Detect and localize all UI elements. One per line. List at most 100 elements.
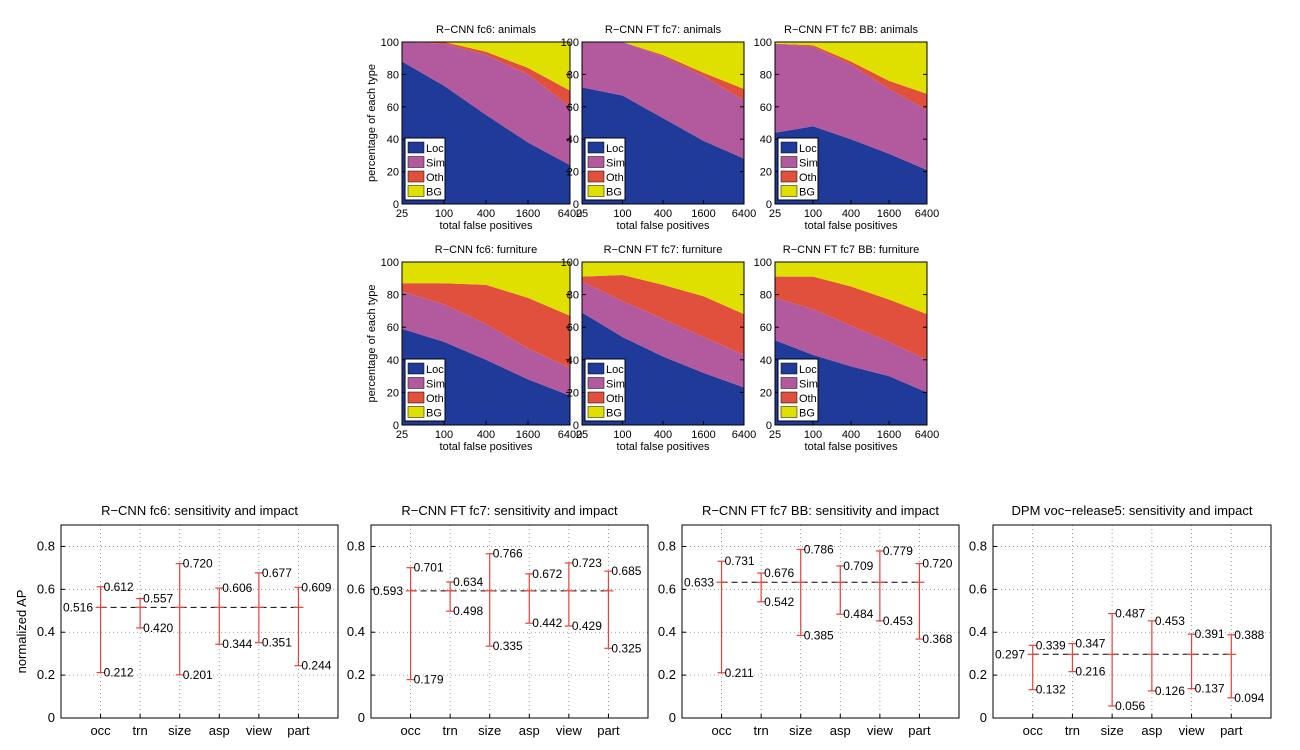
high-value-label: 0.731: [725, 554, 755, 568]
y-tick-label: 80: [760, 69, 772, 81]
area-chart-5: R−CNN FT fc7 BB: furniture 0 20 40 60 80 100 25…: [754, 244, 940, 453]
y-tick-label: 0.8: [37, 538, 55, 553]
legend-swatch: [407, 406, 425, 418]
legend-entry: Loc: [426, 143, 444, 155]
x-tick-label: size: [789, 723, 812, 738]
legend: Loc Sim Oth BG: [777, 358, 819, 422]
legend-entry: Loc: [799, 364, 817, 376]
high-value-label: 0.701: [414, 561, 444, 575]
legend-swatch: [587, 377, 605, 389]
low-value-label: 0.344: [222, 637, 252, 651]
legend-entry: Loc: [606, 364, 624, 376]
x-tick-label: 25: [769, 429, 781, 441]
low-value-label: 0.126: [1155, 684, 1185, 698]
legend-swatch: [780, 377, 798, 389]
legend-entry: Sim: [606, 158, 625, 170]
high-value-label: 0.723: [572, 556, 602, 570]
error-bar-part: 0.685 0.325: [603, 564, 642, 655]
high-value-label: 0.612: [104, 580, 134, 594]
x-tick-label: trn: [754, 723, 769, 738]
area-series-bg: [582, 42, 744, 89]
low-value-label: 0.498: [453, 604, 483, 618]
y-tick-label: 0: [393, 199, 399, 211]
x-tick-label: 25: [396, 429, 408, 441]
legend-swatch: [780, 156, 798, 168]
y-tick-label: 80: [387, 290, 399, 302]
y-tick-label: 0.4: [37, 624, 55, 639]
area-chart-1: R−CNN FT fc7: animals 0 20 40 60 80 100 25 100 40…: [561, 24, 757, 232]
x-tick-label: size: [478, 723, 501, 738]
area-series-bg: [775, 42, 927, 94]
x-tick-label: trn: [1065, 723, 1080, 738]
y-tick-label: 80: [387, 69, 399, 81]
error-bar-size: 0.720 0.201: [174, 557, 213, 682]
x-tick-label: 400: [842, 208, 860, 220]
x-tick-label: 25: [396, 208, 408, 220]
legend-swatch: [587, 156, 605, 168]
chart-title: DPM voc−release5: sensitivity and impact: [1012, 503, 1253, 518]
area-series-oth: [582, 275, 744, 355]
high-value-label: 0.453: [1155, 614, 1185, 628]
y-tick-label: 80: [567, 69, 579, 81]
x-tick-label: 6400: [732, 208, 756, 220]
legend-swatch: [780, 391, 798, 404]
y-tick-label: 0.4: [969, 624, 987, 639]
legend: Loc Sim Oth BG: [404, 358, 446, 422]
error-bar-occ: 0.339 0.132: [1027, 638, 1066, 697]
area-series-bg: [402, 42, 570, 91]
legend-swatch: [587, 391, 605, 404]
legend-entry: BG: [606, 408, 622, 420]
y-tick-label: 0.8: [969, 538, 987, 553]
chart-title: R−CNN FT fc7 BB: animals: [784, 24, 918, 36]
plot-frame: [60, 524, 339, 719]
low-value-label: 0.179: [414, 673, 444, 687]
x-tick-label: 25: [769, 208, 781, 220]
x-tick-label: 400: [842, 429, 860, 441]
high-value-label: 0.766: [493, 547, 523, 561]
legend-entry: Oth: [426, 393, 444, 405]
errorbar-chart-0: R−CNN fc6: sensitivity and impact 0 0.2 0.4…: [14, 503, 339, 738]
x-tick-label: 1600: [691, 429, 715, 441]
legend: Loc Sim Oth BG: [777, 137, 819, 201]
legend-entry: Oth: [426, 172, 444, 184]
error-bar-occ: 0.612 0.212: [95, 580, 134, 680]
y-tick-label: 80: [760, 290, 772, 302]
low-value-label: 0.484: [843, 607, 873, 621]
baseline-label: 0.633: [684, 575, 714, 589]
chart-title: R−CNN FT fc7: furniture: [604, 244, 723, 256]
high-value-label: 0.709: [843, 559, 873, 573]
x-axis-label: total false positives: [440, 220, 533, 232]
errorbar-chart-2: R−CNN FT fc7 BB: sensitivity and impact 0…: [658, 503, 960, 738]
high-value-label: 0.720: [922, 557, 952, 571]
x-tick-label: 1600: [877, 208, 901, 220]
legend-entry: BG: [799, 187, 815, 199]
legend-swatch: [780, 362, 798, 375]
legend-swatch: [407, 185, 425, 197]
low-value-label: 0.211: [725, 666, 754, 680]
legend-entry: Sim: [799, 379, 818, 391]
legend-entry: Sim: [606, 379, 625, 391]
chart-title: R−CNN fc6: sensitivity and impact: [101, 503, 298, 518]
low-value-label: 0.132: [1036, 683, 1066, 697]
error-bar-view: 0.391 0.137: [1186, 627, 1225, 696]
errorbar-chart-1: R−CNN FT fc7: sensitivity and impact 0 0.2…: [347, 503, 649, 738]
x-tick-label: 25: [576, 429, 588, 441]
y-tick-label: 100: [561, 37, 579, 49]
x-axis-label: total false positives: [617, 220, 710, 232]
x-tick-label: 1600: [516, 208, 540, 220]
low-value-label: 0.429: [572, 619, 602, 633]
x-tick-label: 6400: [558, 429, 582, 441]
y-tick-label: 0.6: [658, 581, 676, 596]
x-tick-label: 25: [576, 208, 588, 220]
chart-title: R−CNN fc6: furniture: [435, 244, 537, 256]
error-bar-asp: 0.606 0.344: [214, 581, 253, 651]
y-tick-label: 100: [754, 37, 772, 49]
low-value-label: 0.137: [1195, 682, 1225, 696]
y-tick-label: 60: [567, 102, 579, 114]
high-value-label: 0.609: [301, 580, 331, 594]
legend-entry: BG: [426, 408, 442, 420]
high-value-label: 0.786: [804, 542, 834, 556]
low-value-label: 0.453: [883, 614, 913, 628]
